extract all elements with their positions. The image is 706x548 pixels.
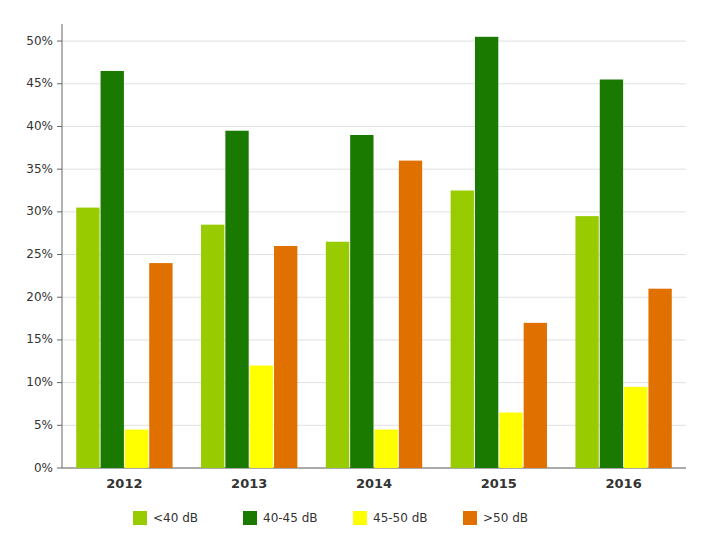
bar bbox=[326, 242, 349, 468]
y-tick-label: 30% bbox=[26, 204, 53, 218]
y-tick-label: 50% bbox=[26, 34, 53, 48]
y-tick bbox=[57, 297, 62, 298]
grid-line bbox=[62, 41, 686, 42]
grid-line bbox=[62, 83, 686, 84]
x-tick-label: 2013 bbox=[231, 476, 267, 491]
legend-swatch bbox=[243, 511, 257, 525]
legend-label: 40-45 dB bbox=[263, 511, 318, 525]
y-tick-label: 0% bbox=[34, 461, 53, 475]
y-tick-label: 45% bbox=[26, 76, 53, 90]
bar bbox=[575, 216, 598, 468]
bar bbox=[451, 191, 474, 469]
y-tick-label: 40% bbox=[26, 119, 53, 133]
y-tick bbox=[57, 169, 62, 170]
chart: 0% 5% 10% 15% 20% 25% 30% 35% 40% 45% 50% 2012 2013 2… bbox=[0, 0, 706, 548]
x-tick-label: 2015 bbox=[481, 476, 517, 491]
legend-swatch bbox=[463, 511, 477, 525]
y-tick bbox=[57, 339, 62, 340]
x-tick-label: 2014 bbox=[356, 476, 392, 491]
y-tick-label: 15% bbox=[26, 332, 53, 346]
y-tick bbox=[57, 41, 62, 42]
bar bbox=[149, 263, 172, 468]
bar bbox=[125, 430, 148, 468]
legend-label: 45-50 dB bbox=[373, 511, 428, 525]
bar bbox=[624, 387, 647, 468]
bar bbox=[648, 289, 671, 468]
bar bbox=[524, 323, 547, 468]
y-axis bbox=[62, 24, 63, 468]
y-tick bbox=[57, 254, 62, 255]
legend-label: >50 dB bbox=[483, 511, 528, 525]
grid-line bbox=[62, 169, 686, 170]
y-tick-label: 25% bbox=[26, 247, 53, 261]
bars bbox=[76, 37, 672, 468]
y-tick bbox=[57, 126, 62, 127]
y-tick bbox=[57, 211, 62, 212]
y-tick bbox=[57, 425, 62, 426]
y-tick bbox=[57, 83, 62, 84]
bar bbox=[475, 37, 498, 468]
legend-swatch bbox=[133, 511, 147, 525]
y-tick-label: 5% bbox=[34, 418, 53, 432]
bar bbox=[350, 135, 373, 468]
y-tick bbox=[57, 468, 62, 469]
bar bbox=[250, 366, 273, 468]
bar bbox=[600, 80, 623, 469]
y-tick-label: 10% bbox=[26, 375, 53, 389]
bar bbox=[274, 246, 297, 468]
grid-line bbox=[62, 211, 686, 212]
grid-line bbox=[62, 126, 686, 127]
x-tick-label: 2012 bbox=[106, 476, 142, 491]
y-tick-label: 35% bbox=[26, 162, 53, 176]
bar bbox=[101, 71, 124, 468]
legend: <40 dB 40-45 dB 45-50 dB >50 dB bbox=[133, 511, 528, 526]
legend-swatch bbox=[353, 511, 367, 525]
bar bbox=[375, 430, 398, 468]
bar bbox=[399, 161, 422, 468]
x-tick-label: 2016 bbox=[606, 476, 642, 491]
legend-label: <40 dB bbox=[153, 511, 198, 525]
bar bbox=[76, 208, 99, 468]
bar bbox=[225, 131, 248, 468]
bar bbox=[499, 413, 522, 469]
bar bbox=[201, 225, 224, 468]
y-tick-label: 20% bbox=[26, 290, 53, 304]
y-tick bbox=[57, 382, 62, 383]
